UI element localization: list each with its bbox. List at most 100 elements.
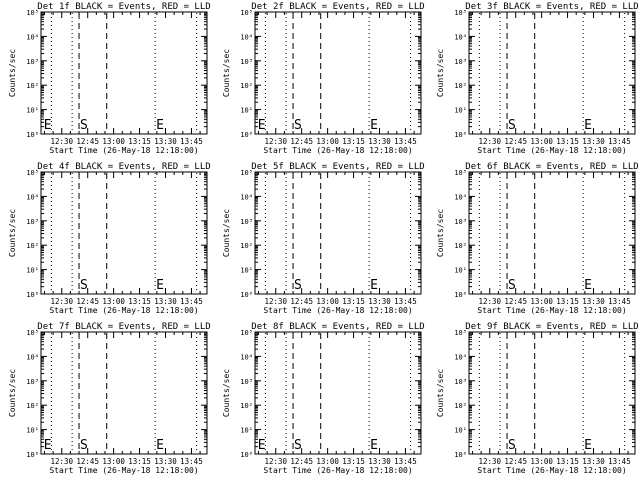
y-tick-label: 10¹: [240, 107, 253, 115]
y-axis-label: Counts/sec: [436, 209, 445, 257]
start-marker: S: [80, 118, 88, 133]
x-axis-label: Start Time (26-May-18 12:18:00): [477, 146, 626, 155]
y-tick-label: 10⁴: [240, 353, 253, 361]
panel-title: Det 5f BLACK = Events, RED = LLD: [251, 162, 424, 172]
x-tick-label: 12:30: [264, 297, 287, 306]
x-tick-label: 13:30: [368, 137, 391, 146]
x-tick-label: 13:45: [608, 457, 631, 466]
y-axis-label: Counts/sec: [436, 369, 445, 417]
y-tick-label: 10²: [26, 242, 39, 250]
start-marker: S: [294, 438, 302, 453]
x-tick-label: 13:30: [154, 297, 177, 306]
end-marker: E: [584, 278, 592, 293]
y-tick-label: 10²: [240, 242, 253, 250]
x-tick-label: 12:45: [76, 137, 99, 146]
y-tick-label: 10²: [454, 242, 467, 250]
panel-title: Det 9f BLACK = Events, RED = LLD: [465, 322, 638, 332]
start-marker: S: [294, 118, 302, 133]
end-marker: E: [258, 438, 266, 453]
x-tick-label: 12:45: [290, 137, 313, 146]
end-marker: E: [584, 118, 592, 133]
detector-panel-3: Det 3f BLACK = Events, RED = LLD 10⁰ 10¹ 10…: [436, 2, 639, 155]
y-tick-label: 10²: [454, 82, 467, 90]
detector-panel-9: Det 9f BLACK = Events, RED = LLD 10⁰ 10¹ 10…: [436, 322, 639, 475]
x-tick-label: 12:45: [290, 297, 313, 306]
y-tick-label: 10¹: [454, 267, 467, 275]
x-tick-label: 12:30: [50, 457, 73, 466]
x-tick-label: 13:15: [342, 137, 365, 146]
y-tick-label: 10⁵: [454, 329, 467, 337]
x-axis-label: Start Time (26-May-18 12:18:00): [263, 306, 412, 315]
start-marker: S: [294, 278, 302, 293]
x-tick-label: 13:15: [556, 457, 579, 466]
x-tick-label: 13:30: [582, 297, 605, 306]
y-tick-label: 10²: [26, 82, 39, 90]
x-tick-label: 13:45: [394, 457, 417, 466]
plot-frame: [254, 171, 422, 295]
y-tick-label: 10⁰: [454, 291, 467, 299]
y-tick-label: 10⁰: [26, 291, 39, 299]
y-axis-label: Counts/sec: [436, 49, 445, 97]
y-tick-label: 10¹: [26, 107, 39, 115]
detector-panel-1: Det 1f BLACK = Events, RED = LLD 10⁰ 10¹ 10…: [8, 2, 211, 155]
plot-frame: [40, 171, 208, 295]
x-tick-label: 12:45: [504, 297, 527, 306]
start-marker: S: [508, 438, 516, 453]
detector-panel-4: Det 4f BLACK = Events, RED = LLD 10⁰ 10¹ 10…: [8, 162, 211, 315]
y-tick-label: 10³: [454, 58, 467, 66]
y-tick-label: 10⁰: [26, 451, 39, 459]
y-tick-label: 10⁵: [240, 169, 253, 177]
x-tick-label: 13:45: [394, 297, 417, 306]
x-tick-label: 13:15: [128, 137, 151, 146]
y-tick-label: 10⁰: [240, 291, 253, 299]
x-tick-label: 13:15: [342, 297, 365, 306]
y-tick-label: 10⁴: [454, 193, 467, 201]
x-tick-label: 13:00: [530, 137, 553, 146]
x-axis-label: Start Time (26-May-18 12:18:00): [49, 146, 198, 155]
x-tick-label: 13:15: [556, 137, 579, 146]
x-axis-label: Start Time (26-May-18 12:18:00): [477, 306, 626, 315]
x-tick-label: 13:30: [154, 457, 177, 466]
x-tick-label: 13:15: [342, 457, 365, 466]
detector-panel-2: Det 2f BLACK = Events, RED = LLD 10⁰ 10¹ 10…: [222, 2, 425, 155]
start-marker: S: [508, 118, 516, 133]
y-tick-label: 10⁴: [454, 353, 467, 361]
plot-frame: [254, 11, 422, 135]
x-tick-label: 13:45: [608, 137, 631, 146]
panel-title: Det 1f BLACK = Events, RED = LLD: [37, 2, 210, 12]
x-tick-label: 12:30: [478, 457, 501, 466]
x-tick-label: 12:30: [50, 137, 73, 146]
x-tick-label: 13:00: [316, 457, 339, 466]
end-marker: E: [370, 438, 378, 453]
y-axis-label: Counts/sec: [8, 49, 17, 97]
x-tick-label: 13:00: [530, 297, 553, 306]
y-tick-label: 10⁰: [454, 451, 467, 459]
y-tick-label: 10⁰: [240, 451, 253, 459]
end-marker: E: [156, 438, 164, 453]
x-axis-label: Start Time (26-May-18 12:18:00): [477, 466, 626, 475]
y-tick-label: 10³: [454, 378, 467, 386]
x-tick-label: 13:30: [582, 457, 605, 466]
x-tick-label: 13:30: [582, 137, 605, 146]
x-tick-label: 12:45: [290, 457, 313, 466]
y-tick-label: 10¹: [240, 427, 253, 435]
x-tick-label: 12:30: [478, 297, 501, 306]
x-tick-label: 13:00: [102, 137, 125, 146]
x-tick-label: 12:45: [76, 297, 99, 306]
x-tick-label: 13:45: [180, 457, 203, 466]
x-tick-label: 13:00: [316, 137, 339, 146]
x-tick-label: 13:45: [394, 137, 417, 146]
plot-frame: [468, 331, 636, 455]
y-tick-label: 10³: [26, 378, 39, 386]
y-tick-label: 10⁴: [26, 193, 39, 201]
panel-title: Det 6f BLACK = Events, RED = LLD: [465, 162, 638, 172]
x-axis-label: Start Time (26-May-18 12:18:00): [263, 146, 412, 155]
x-axis-label: Start Time (26-May-18 12:18:00): [49, 466, 198, 475]
y-tick-label: 10⁴: [454, 33, 467, 41]
x-tick-label: 13:30: [368, 457, 391, 466]
y-tick-label: 10²: [240, 402, 253, 410]
y-tick-label: 10¹: [26, 427, 39, 435]
y-axis-label: Counts/sec: [8, 369, 17, 417]
x-tick-label: 12:30: [264, 137, 287, 146]
y-tick-label: 10⁵: [26, 169, 39, 177]
